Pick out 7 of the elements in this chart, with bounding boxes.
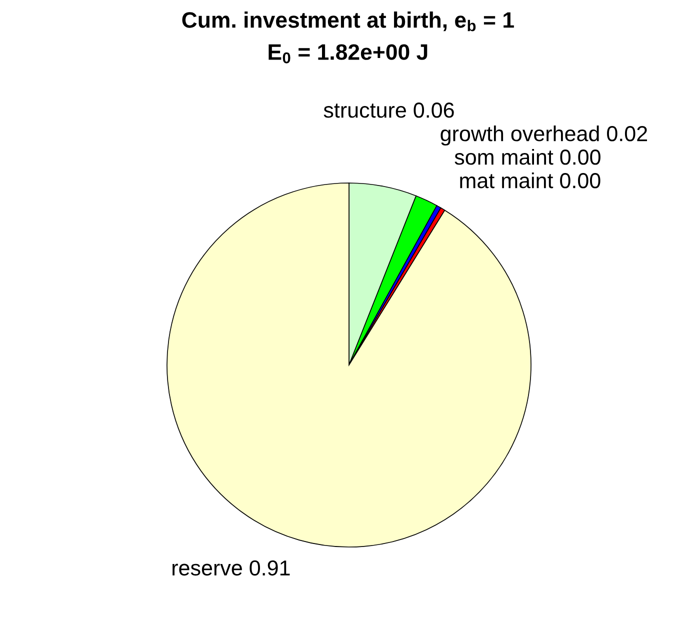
slice-label: structure 0.06 — [324, 102, 454, 118]
slice-label: mat maint 0.00 — [460, 172, 600, 188]
slice-label: reserve 0.91 — [172, 560, 290, 576]
chart-subtitle: E$_{0}$ = 1.82e+00 J — [268, 44, 428, 64]
chart-title: Cum. investment at birth, e$_{b}$ = 1 — [182, 12, 514, 32]
slice-label: growth overhead 0.02 — [440, 125, 647, 146]
slice-label: som maint 0.00 — [454, 148, 600, 165]
